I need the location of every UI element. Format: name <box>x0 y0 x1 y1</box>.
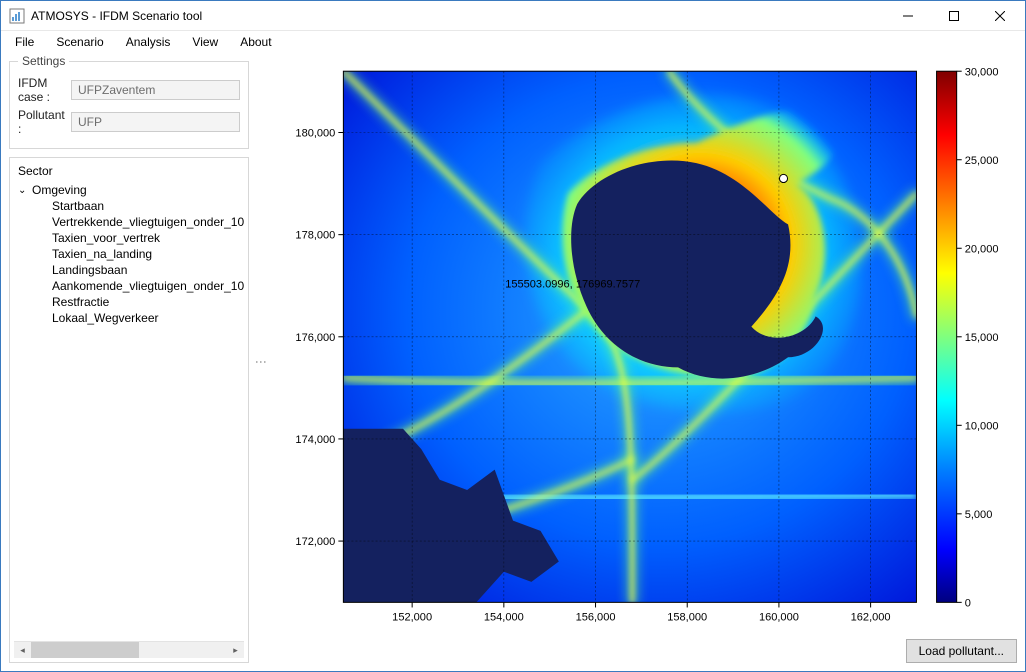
tree-leaf[interactable]: Restfractie <box>52 294 244 310</box>
svg-text:174,000: 174,000 <box>295 434 335 446</box>
menu-view[interactable]: View <box>182 33 228 51</box>
settings-group: Settings IFDM case : Pollutant : <box>9 61 249 149</box>
tree-root-label: Omgeving <box>32 183 87 197</box>
menubar: FileScenarioAnalysisViewAbout <box>1 31 1025 53</box>
tree-leaf[interactable]: Lokaal_Wegverkeer <box>52 310 244 326</box>
tree-hscrollbar[interactable]: ◂ ▸ <box>14 641 244 658</box>
svg-text:25,000: 25,000 <box>965 155 999 167</box>
client-area: Settings IFDM case : Pollutant : Sector … <box>1 53 1025 671</box>
svg-text:15,000: 15,000 <box>965 332 999 344</box>
tree-leaf[interactable]: Aankomende_vliegtuigen_onder_10 <box>52 278 244 294</box>
svg-text:156,000: 156,000 <box>576 612 616 624</box>
svg-text:162,000: 162,000 <box>851 612 891 624</box>
app-window: ATMOSYS - IFDM Scenario tool FileScenari… <box>0 0 1026 672</box>
svg-text:0: 0 <box>965 597 971 609</box>
pollutant-input[interactable] <box>71 112 240 132</box>
case-label: IFDM case : <box>18 76 65 104</box>
tree-leaf[interactable]: Taxien_na_landing <box>52 246 244 262</box>
menu-analysis[interactable]: Analysis <box>116 33 181 51</box>
load-pollutant-button[interactable]: Load pollutant... <box>906 639 1017 663</box>
settings-legend: Settings <box>18 54 69 68</box>
left-panel: Settings IFDM case : Pollutant : Sector … <box>9 61 249 663</box>
case-row: IFDM case : <box>18 76 240 104</box>
splitter-handle[interactable]: ⋮ <box>257 61 265 663</box>
svg-text:154,000: 154,000 <box>484 612 524 624</box>
menu-scenario[interactable]: Scenario <box>46 33 113 51</box>
svg-text:180,000: 180,000 <box>295 128 335 140</box>
scroll-thumb[interactable] <box>31 642 139 658</box>
titlebar: ATMOSYS - IFDM Scenario tool <box>1 1 1025 31</box>
plot-area[interactable]: 155503.0996, 176969.7577 152,000 154,000 15… <box>273 61 1017 633</box>
footer: Load pollutant... <box>273 633 1017 663</box>
chevron-down-icon: ⌄ <box>18 185 28 196</box>
svg-text:158,000: 158,000 <box>667 612 707 624</box>
tree-leaf[interactable]: Startbaan <box>52 198 244 214</box>
svg-text:160,000: 160,000 <box>759 612 799 624</box>
window-controls <box>885 1 1023 30</box>
tree-root-omgeving[interactable]: ⌄ Omgeving <box>14 182 244 198</box>
svg-text:30,000: 30,000 <box>965 66 999 78</box>
scroll-right-icon[interactable]: ▸ <box>227 642 244 658</box>
sector-tree-box: Sector ⌄ Omgeving StartbaanVertrekkende_… <box>9 157 249 663</box>
svg-text:172,000: 172,000 <box>295 536 335 548</box>
close-button[interactable] <box>977 1 1023 30</box>
tree-leaf[interactable]: Vertrekkende_vliegtuigen_onder_10 <box>52 214 244 230</box>
svg-text:176,000: 176,000 <box>295 332 335 344</box>
scroll-left-icon[interactable]: ◂ <box>14 642 31 658</box>
right-panel: 155503.0996, 176969.7577 152,000 154,000 15… <box>273 61 1017 663</box>
svg-text:10,000: 10,000 <box>965 420 999 432</box>
pollutant-label: Pollutant : <box>18 108 65 136</box>
svg-text:20,000: 20,000 <box>965 243 999 255</box>
plot-svg: 155503.0996, 176969.7577 152,000 154,000 15… <box>273 61 1017 633</box>
sector-tree[interactable]: ⌄ Omgeving StartbaanVertrekkende_vliegtu… <box>14 180 244 641</box>
window-title: ATMOSYS - IFDM Scenario tool <box>31 9 885 23</box>
menu-about[interactable]: About <box>230 33 281 51</box>
case-input[interactable] <box>71 80 240 100</box>
svg-text:178,000: 178,000 <box>295 230 335 242</box>
tree-leaf[interactable]: Taxien_voor_vertrek <box>52 230 244 246</box>
svg-text:5,000: 5,000 <box>965 509 993 521</box>
svg-text:155503.0996, 176969.7577: 155503.0996, 176969.7577 <box>505 278 640 290</box>
minimize-button[interactable] <box>885 1 931 30</box>
menu-file[interactable]: File <box>5 33 44 51</box>
maximize-button[interactable] <box>931 1 977 30</box>
pollutant-row: Pollutant : <box>18 108 240 136</box>
tree-header: Sector <box>14 162 244 180</box>
scroll-track[interactable] <box>31 642 227 658</box>
app-icon <box>9 8 25 24</box>
tree-leaf[interactable]: Landingsbaan <box>52 262 244 278</box>
svg-text:152,000: 152,000 <box>392 612 432 624</box>
